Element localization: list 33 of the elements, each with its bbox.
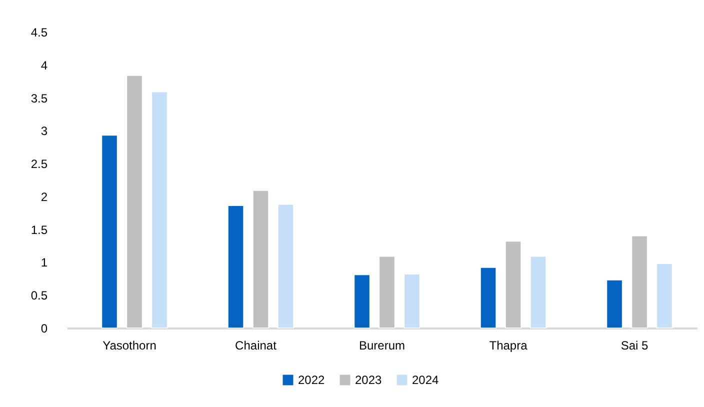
bar: [480, 267, 496, 328]
y-tick-label: 3: [40, 124, 48, 138]
y-tick-label: 1: [40, 256, 48, 270]
y-tick-label: 2: [40, 190, 48, 204]
bar: [228, 205, 244, 328]
y-tick-label: 0.5: [30, 288, 48, 303]
bar: [505, 240, 522, 328]
bar: [530, 256, 546, 328]
y-tick-label: 1.5: [30, 222, 48, 237]
x-tick-label: Yasothorn: [102, 338, 156, 352]
bar: [278, 204, 294, 328]
y-tick-label: 4.5: [30, 26, 48, 40]
bar: [252, 190, 269, 328]
x-tick-label: Sai 5: [620, 338, 649, 352]
bar: [656, 263, 673, 328]
bar: [404, 274, 420, 328]
legend-label: 2022: [298, 373, 326, 387]
y-tick-label: 4: [40, 58, 48, 72]
bar: [354, 274, 370, 328]
bar: [101, 134, 118, 328]
y-tick-label: 2.5: [30, 157, 48, 172]
y-tick-label: 3.5: [30, 91, 48, 106]
x-tick-label: Thapra: [489, 338, 528, 352]
bar: [126, 75, 143, 328]
legend-label: 2023: [355, 373, 382, 387]
x-tick-label: Burerum: [358, 338, 406, 352]
bar: [606, 280, 623, 328]
y-tick-label: 0: [40, 322, 48, 336]
bar: [151, 91, 168, 328]
legend-label: 2024: [412, 373, 440, 387]
x-tick-label: Chainat: [235, 338, 278, 352]
bar: [631, 236, 648, 328]
bar: [378, 256, 396, 328]
